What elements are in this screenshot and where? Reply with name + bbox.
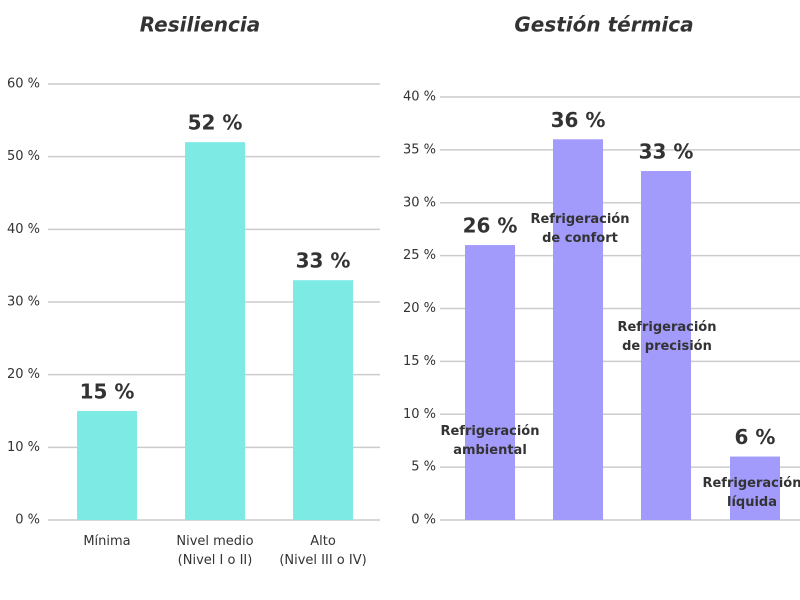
category-label: Refrigeración de precisión xyxy=(617,320,717,354)
x-tick-label: Alto (Nivel III o IV) xyxy=(279,534,367,568)
y-tick-label: 10 % xyxy=(7,440,40,455)
y-tick-label: 15 % xyxy=(403,354,436,369)
y-tick-label: 50 % xyxy=(7,149,40,164)
y-tick-label: 5 % xyxy=(411,460,436,475)
y-tick-label: 0 % xyxy=(411,513,436,528)
bar xyxy=(641,171,691,520)
bar xyxy=(293,280,353,520)
y-tick-label: 35 % xyxy=(403,142,436,157)
category-label: Refrigeración líquida xyxy=(702,476,800,510)
y-tick-label: 40 % xyxy=(403,90,436,105)
bar xyxy=(553,139,603,521)
value-label: 15 % xyxy=(80,380,135,404)
value-label: 26 % xyxy=(463,214,518,238)
y-tick-label: 30 % xyxy=(7,295,40,310)
chart-title: Resiliencia xyxy=(140,13,260,37)
y-tick-label: 40 % xyxy=(7,222,40,237)
bar xyxy=(185,142,245,520)
bar xyxy=(730,456,780,520)
category-label: Refrigeración de confort xyxy=(530,212,630,246)
y-tick-label: 20 % xyxy=(403,301,436,316)
x-tick-label: Nivel medio (Nivel I o II) xyxy=(176,534,254,568)
bar xyxy=(465,245,515,521)
value-label: 6 % xyxy=(735,425,776,449)
value-label: 52 % xyxy=(188,111,243,135)
x-tick-label: Mínima xyxy=(83,534,131,549)
value-label: 33 % xyxy=(639,140,694,164)
y-tick-label: 10 % xyxy=(403,407,436,422)
value-label: 33 % xyxy=(296,249,351,273)
chart-title: Gestión térmica xyxy=(514,13,693,37)
value-label: 36 % xyxy=(551,108,606,132)
y-tick-label: 25 % xyxy=(403,248,436,263)
y-tick-label: 0 % xyxy=(15,513,40,528)
y-tick-label: 30 % xyxy=(403,195,436,210)
y-tick-label: 60 % xyxy=(7,77,40,92)
y-tick-label: 20 % xyxy=(7,367,40,382)
bar xyxy=(77,411,137,520)
category-label: Refrigeración ambiental xyxy=(440,424,540,458)
